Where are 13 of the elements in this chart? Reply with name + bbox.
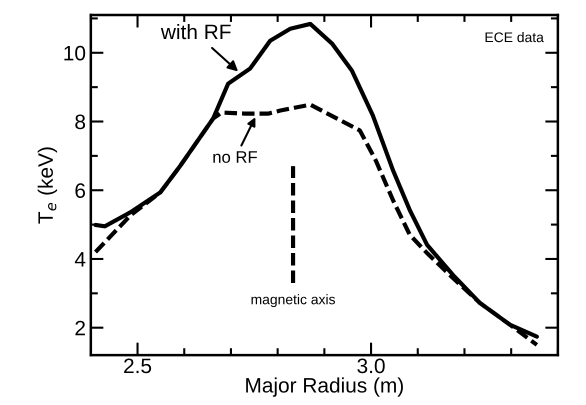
y-tick-label: 4 (74, 252, 86, 267)
y-tick-label: 10 (64, 46, 86, 61)
y-tick-label: 2 (75, 320, 85, 336)
x-tick-label: 2.5 (124, 358, 152, 374)
annotation: magnetic axis (252, 294, 336, 308)
x-tick-label: 3.0 (357, 358, 385, 374)
y-tick-label: 6 (75, 183, 86, 198)
x-axis-title: Major Radius (m) (246, 377, 403, 397)
annotation: no RF (213, 151, 257, 163)
annotation: ECE data (486, 32, 544, 42)
annotation: with RF (160, 24, 231, 40)
y-axis-title: T$_{e}$ (keV) (38, 147, 58, 224)
y-tick-label: 8 (75, 114, 86, 130)
